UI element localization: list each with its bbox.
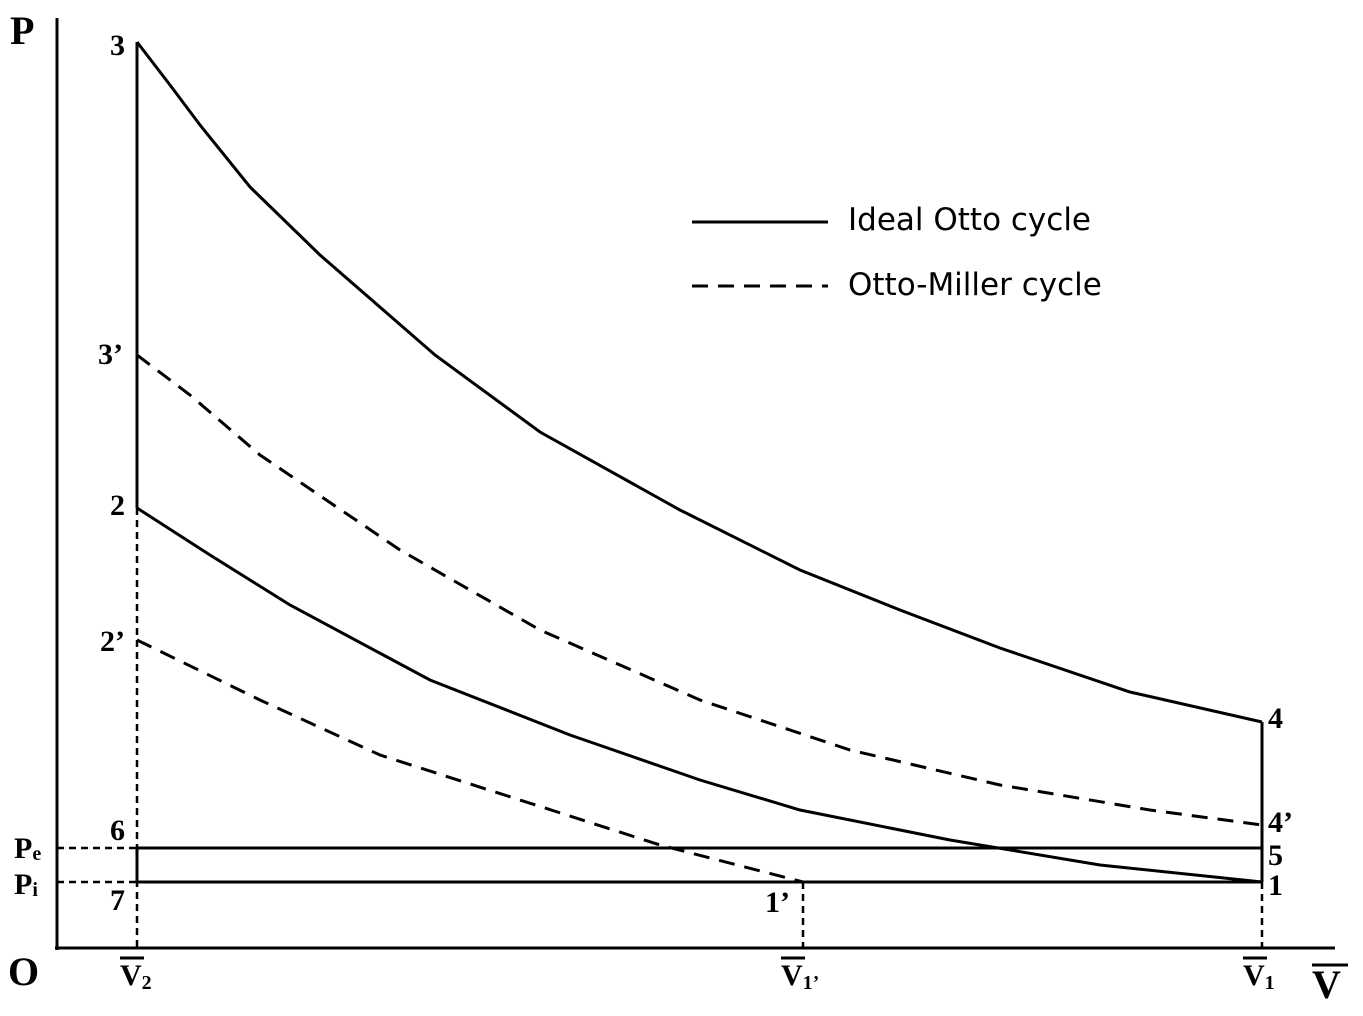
v1p-label: V1’ [781,959,819,994]
point-label: 2 [110,489,125,522]
point-label: 3 [110,29,125,62]
origin-label: O [8,949,39,994]
point-label: 6 [110,814,125,847]
compression-1-2 [136,506,1263,884]
v2-label: V2 [120,959,152,994]
point-label: 4’ [1268,806,1293,839]
pe-label: Pe [14,832,41,865]
expansion-3-4 [135,41,1263,724]
p-label: P [10,8,34,53]
point-label: 2’ [100,625,125,658]
point-label: 1’ [765,886,790,919]
v1-label: V1 [1243,959,1275,994]
point-label: 3’ [98,338,123,371]
point-label: 1 [1268,869,1283,902]
v-label: V [1312,962,1341,1007]
pi-label: Pi [14,868,38,901]
expansion-3p-4p [136,353,1263,827]
compression-1p-2p [136,638,804,884]
point-label: 5 [1268,839,1283,872]
point-label: 4 [1268,702,1283,735]
legend-text: Otto-Miller cycle [848,267,1102,303]
legend-text: Ideal Otto cycle [848,202,1091,238]
point-label: 7 [110,884,125,917]
